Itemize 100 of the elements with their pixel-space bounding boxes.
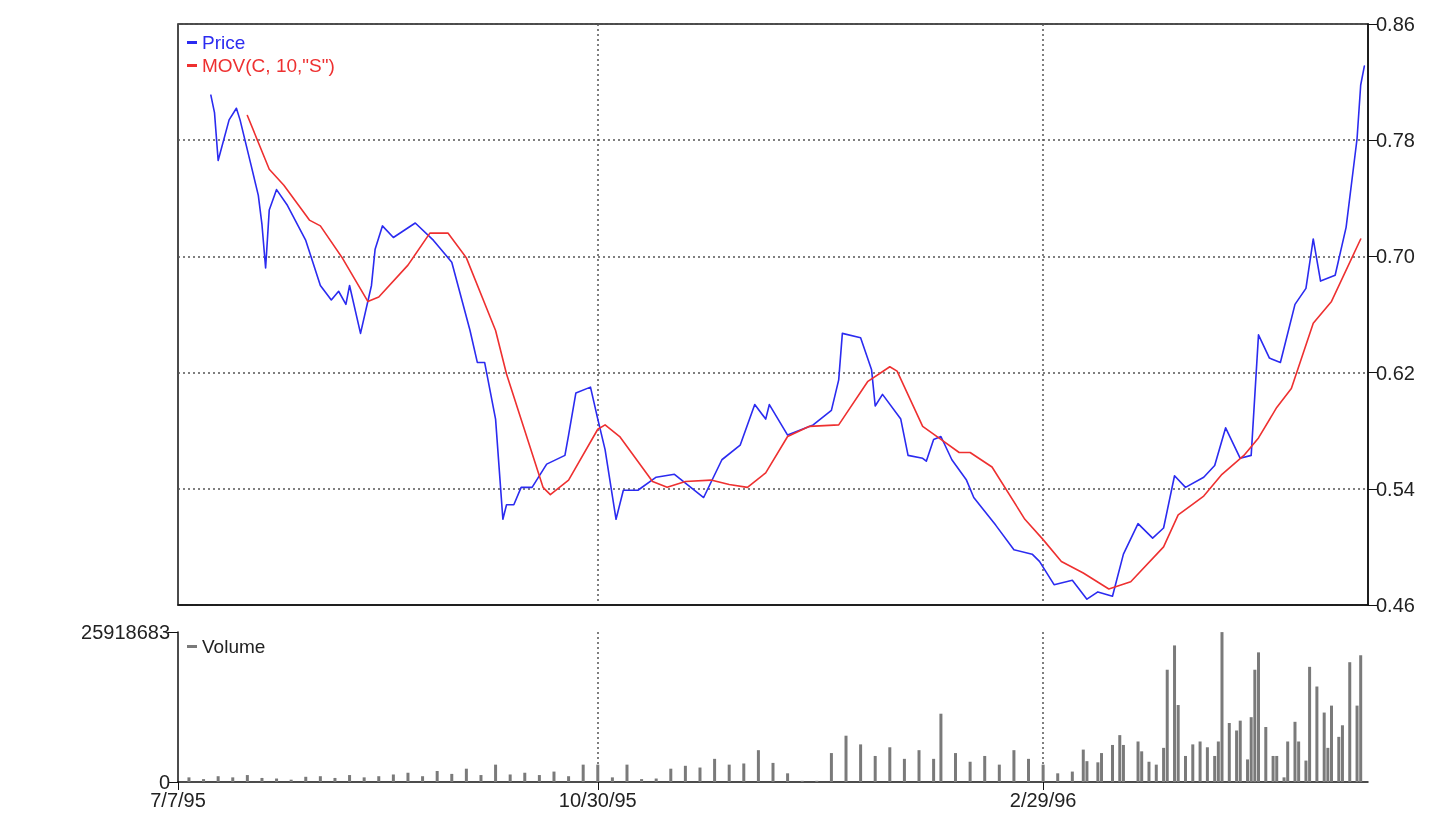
bar <box>508 774 512 782</box>
bar <box>968 761 972 782</box>
bar <box>844 735 848 782</box>
bar <box>1256 652 1260 782</box>
bar <box>932 758 936 782</box>
bar <box>1118 735 1122 782</box>
bar <box>391 774 395 782</box>
bar <box>216 776 220 782</box>
bar <box>450 773 454 782</box>
bar <box>625 764 629 782</box>
bar <box>377 776 381 782</box>
bar <box>1198 741 1202 782</box>
bar <box>983 755 987 782</box>
bar <box>683 765 687 782</box>
y-tick-label: 0.62 <box>1376 361 1415 384</box>
bar <box>1165 669 1169 782</box>
bar <box>654 778 658 782</box>
bar <box>1315 686 1319 782</box>
y-tick-label: 0.86 <box>1376 13 1415 35</box>
legend-label: Price <box>202 32 246 53</box>
bar <box>333 777 337 782</box>
bar <box>1012 750 1016 782</box>
bar <box>1205 747 1209 782</box>
bar <box>640 779 644 782</box>
bar <box>1308 666 1312 782</box>
bar <box>917 750 921 782</box>
bar <box>231 777 235 782</box>
bar <box>727 764 731 782</box>
bar <box>1340 725 1344 782</box>
y-tick-label: 25918683 <box>81 621 170 643</box>
bar <box>1264 727 1268 782</box>
bar <box>786 773 790 782</box>
bar <box>888 747 892 782</box>
legend-label: MOV(C, 10,"S") <box>202 55 335 76</box>
bar <box>1322 712 1326 782</box>
bar <box>771 762 775 782</box>
bar <box>1359 655 1363 782</box>
bar <box>1348 662 1352 782</box>
y-tick-label: 0.46 <box>1376 594 1415 616</box>
bar <box>939 713 943 782</box>
bar <box>1147 761 1151 782</box>
bar <box>318 776 322 782</box>
bar <box>202 779 206 782</box>
bar <box>1191 744 1195 782</box>
x-tick-label: 2/29/96 <box>1009 789 1077 811</box>
bar <box>304 776 308 782</box>
y-tick-label: 0.70 <box>1376 245 1415 268</box>
bar <box>1220 632 1224 782</box>
legend-label: Volume <box>202 636 266 657</box>
bar <box>435 771 439 782</box>
bar <box>1173 645 1177 782</box>
bar <box>1286 741 1290 782</box>
bar <box>537 775 541 782</box>
bar <box>581 764 585 782</box>
x-tick-label: 10/30/95 <box>558 789 637 811</box>
bar <box>698 767 702 782</box>
bar <box>742 763 746 782</box>
bar <box>552 771 556 782</box>
bar <box>1293 721 1297 782</box>
bar <box>610 777 614 782</box>
bar <box>1041 764 1045 782</box>
bar <box>873 755 877 782</box>
bar <box>829 753 833 782</box>
bar <box>902 758 906 782</box>
bar <box>1110 744 1114 782</box>
bar <box>1100 753 1104 782</box>
bar <box>187 777 191 782</box>
bar <box>567 776 571 782</box>
y-tick-label: 0.78 <box>1376 129 1415 152</box>
bar <box>756 750 760 782</box>
bar <box>362 777 366 782</box>
y-tick-label: 0.54 <box>1376 477 1415 500</box>
bar <box>713 758 717 782</box>
bar <box>406 772 410 782</box>
bar <box>348 775 352 782</box>
bar <box>1271 755 1275 782</box>
bar <box>494 764 498 782</box>
bar <box>1027 758 1031 782</box>
bar <box>523 772 527 782</box>
bar <box>1238 720 1242 782</box>
bar <box>1136 741 1140 782</box>
bar <box>1070 771 1074 782</box>
bar <box>275 778 279 782</box>
bar <box>669 768 673 782</box>
bar <box>1330 705 1333 782</box>
bar <box>260 777 264 782</box>
bar <box>997 764 1001 782</box>
bar <box>1227 722 1231 782</box>
bar <box>245 775 249 782</box>
bar <box>954 753 958 782</box>
bar <box>464 768 468 782</box>
bar <box>1275 755 1279 782</box>
bar <box>1154 764 1158 782</box>
bar <box>421 776 425 782</box>
bar <box>596 764 600 782</box>
bar <box>1081 749 1085 782</box>
bar <box>1183 755 1187 782</box>
bar <box>479 775 483 782</box>
bar <box>1056 773 1060 782</box>
bar <box>859 744 863 782</box>
